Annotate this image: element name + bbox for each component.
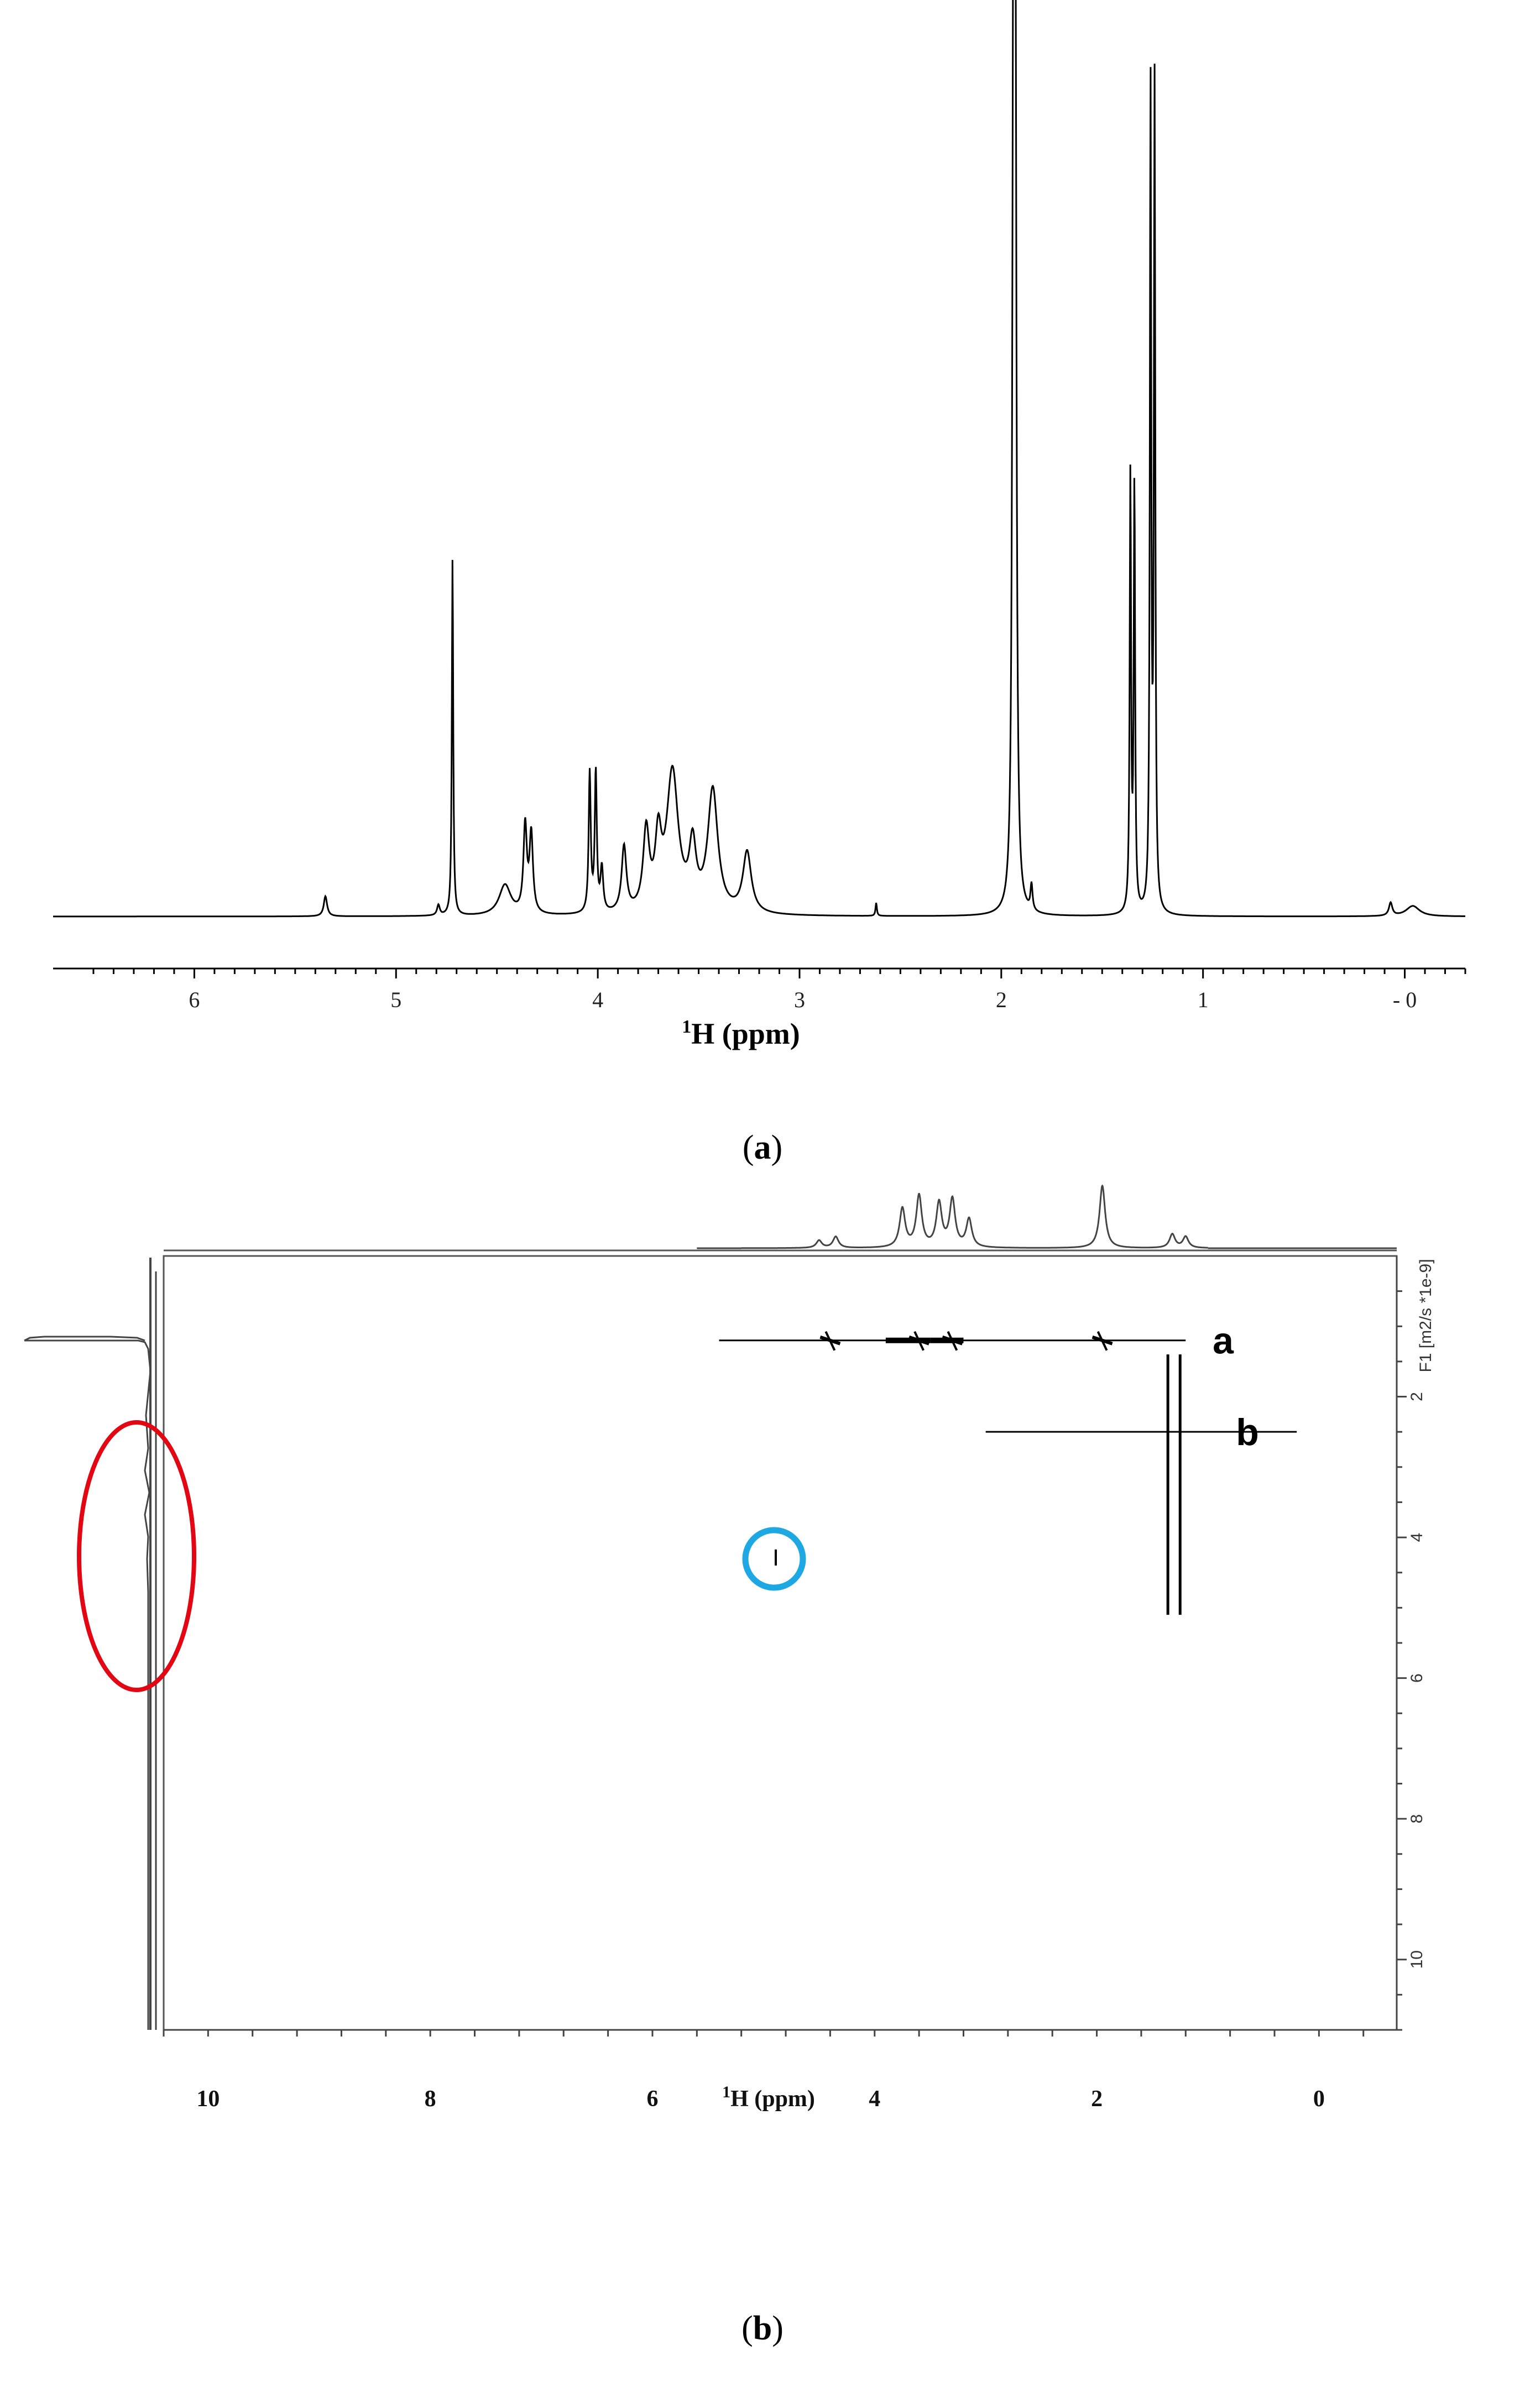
panel-b-x-tick-label: 0 xyxy=(1313,2086,1325,2112)
panel-b-ylabel: F1 [m2/s *1e-9] xyxy=(1417,1259,1435,1372)
panel-b-x-tick-label: 10 xyxy=(196,2086,220,2112)
panel-a-x-ticks: 6 5 4 3 2 1 - 0 xyxy=(92,969,1466,1012)
panel-b-f2-projection xyxy=(697,1184,1397,1249)
dosy-row-a-label: a xyxy=(1213,1320,1234,1362)
panel-a-xlabel-main: H (ppm) xyxy=(691,1017,800,1050)
panel-a-tick-label: 3 xyxy=(794,987,805,1012)
panel-b-x-tick-label: 4 xyxy=(869,2086,880,2112)
panel-b-f1-tick-label: 2 xyxy=(1408,1392,1426,1401)
panel-b-xlabel-main: H (ppm) xyxy=(730,2086,815,2112)
panel-b-x-ticks: 10 8 6 4 2 0 xyxy=(163,2030,1365,2112)
panel-b-f1-projection xyxy=(24,1271,157,2030)
blue-circle-highlight xyxy=(742,1527,806,1591)
panel-a-tick-label: 5 xyxy=(390,987,401,1012)
red-ellipse-highlight xyxy=(77,1420,196,1692)
panel-a-caption-letter: a xyxy=(754,1129,771,1166)
panel-a-tick-label: 1 xyxy=(1198,987,1209,1012)
panel-b-f1-tick-label: 4 xyxy=(1408,1533,1426,1542)
spectrum-a-trace xyxy=(53,0,1465,918)
panel-b-f1-tick-label: 6 xyxy=(1408,1673,1426,1683)
panel-b-plot-frame xyxy=(163,1255,1398,2031)
panel-b-caption-letter: b xyxy=(753,2310,772,2347)
panel-b-f1-tick-label: 8 xyxy=(1408,1814,1426,1824)
panel-a-xlabel: 1H (ppm) xyxy=(682,1017,800,1050)
panel-b-f1-ticks: 2 4 6 8 10 xyxy=(1397,1290,1426,2031)
panel-a-tick-label: 4 xyxy=(592,987,603,1012)
panel-a-caption: (a) xyxy=(743,1129,782,1166)
panel-b-f1-tick-label: 10 xyxy=(1408,1950,1426,1969)
dosy-signal-a xyxy=(824,1331,836,1351)
panel-b-x-tick-label: 8 xyxy=(425,2086,436,2112)
panel-b-x-tick-label: 2 xyxy=(1091,2086,1103,2112)
panel-a-tick-label: 2 xyxy=(996,987,1007,1012)
panel-b-caption: (b) xyxy=(741,2310,784,2347)
panel-a-tick-label: - 0 xyxy=(1393,987,1417,1012)
dosy-row-b-label: b xyxy=(1236,1411,1259,1453)
panel-b-xlabel: 1H (ppm) xyxy=(722,2083,815,2112)
panel-a-tick-label: 6 xyxy=(189,987,200,1012)
panel-a-xlabel-sup: 1 xyxy=(682,1017,691,1037)
panel-b-dosy-rows: ab xyxy=(719,1320,1297,1615)
panel-b-x-tick-label: 6 xyxy=(646,2086,658,2112)
dosy-signal-a xyxy=(1096,1331,1108,1351)
panel-b-xlabel-sup: 1 xyxy=(722,2083,730,2101)
